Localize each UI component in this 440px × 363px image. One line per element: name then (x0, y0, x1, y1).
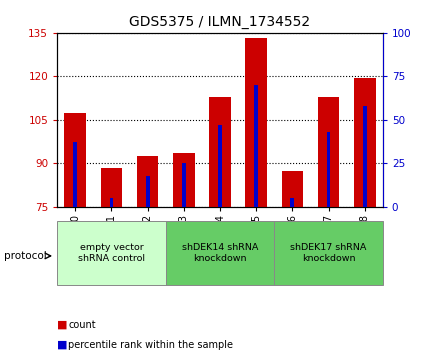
Text: percentile rank within the sample: percentile rank within the sample (68, 340, 233, 350)
Text: shDEK14 shRNA
knockdown: shDEK14 shRNA knockdown (182, 244, 258, 263)
Bar (218, 125, 222, 207)
Bar (57, 221, 166, 285)
Bar (166, 221, 274, 285)
Bar (363, 106, 367, 207)
Bar (182, 163, 186, 207)
Text: empty vector
shRNA control: empty vector shRNA control (78, 244, 145, 263)
Text: shDEK17 shRNA
knockdown: shDEK17 shRNA knockdown (290, 244, 367, 263)
Bar (282, 171, 303, 207)
Bar (137, 156, 158, 207)
Text: GDS5375 / ILMN_1734552: GDS5375 / ILMN_1734552 (129, 15, 311, 29)
Bar (101, 168, 122, 207)
Bar (209, 97, 231, 207)
Bar (274, 221, 383, 285)
Bar (354, 78, 376, 207)
Bar (326, 132, 330, 207)
Text: ■: ■ (57, 340, 68, 350)
Text: ■: ■ (57, 320, 68, 330)
Bar (318, 97, 339, 207)
Bar (110, 198, 114, 207)
Bar (173, 153, 194, 207)
Bar (64, 113, 86, 207)
Bar (146, 176, 150, 207)
Bar (246, 38, 267, 207)
Text: count: count (68, 320, 96, 330)
Bar (73, 142, 77, 207)
Text: protocol: protocol (4, 251, 47, 261)
Bar (290, 198, 294, 207)
Bar (254, 85, 258, 207)
